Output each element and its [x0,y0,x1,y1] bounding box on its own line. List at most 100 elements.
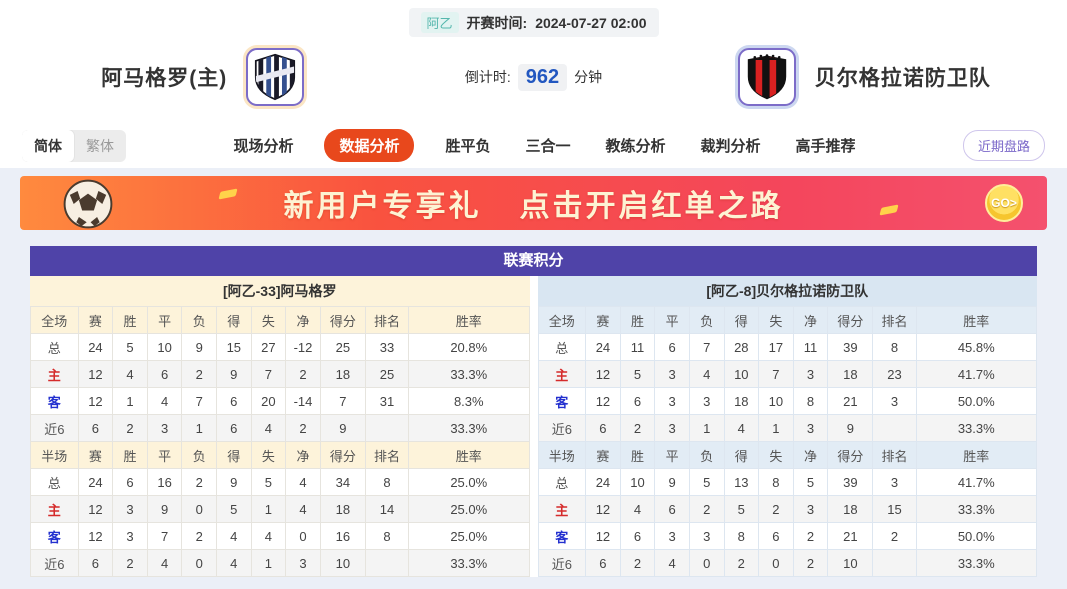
stat-cell: 4 [285,495,321,523]
stat-cell: 0 [181,495,217,523]
stat-cell: 12 [585,495,621,523]
stat-cell: 2 [723,549,760,577]
stat-cell: 6 [619,522,656,550]
stat-cell: 2 [112,414,148,442]
stat-cell: 8 [364,522,410,550]
nav-tab-现场分析[interactable]: 现场分析 [233,138,294,155]
stat-cell: 13 [723,468,760,496]
stat-cell: 3 [792,495,829,523]
column-header: 排名 [872,441,917,469]
stat-cell: 33.3% [408,414,530,442]
stat-cell: 2 [758,495,794,523]
nav-tab-数据分析[interactable]: 数据分析 [324,129,415,162]
row-label: 总 [537,333,587,361]
stat-cell: 39 [827,468,874,496]
stat-cell: 5 [723,495,760,523]
row-label: 近6 [537,549,587,577]
stat-cell: 45.8% [915,333,1038,361]
column-header: 全场 [30,306,79,334]
stat-cell: 4 [146,387,183,415]
stat-cell: 3 [112,495,148,523]
lang-simplified-button[interactable]: 简体 [22,129,74,162]
stat-cell: 8 [792,387,829,415]
stat-cell: 2 [872,522,917,550]
stat-cell: 20.8% [408,333,530,361]
column-header: 得 [723,306,760,334]
stat-cell: 50.0% [915,522,1038,550]
stat-cell: 9 [181,333,217,361]
stat-cell: 1 [758,414,794,442]
stat-cell: 15 [872,495,917,523]
column-header: 负 [181,441,217,469]
language-toggle: 简体 繁体 [22,129,126,162]
column-header: 平 [654,441,690,469]
stat-cell: 3 [688,522,725,550]
stat-row: 近6 6 2 3 1 6 4 2 9 33.3% [30,414,530,442]
recent-trend-button[interactable]: 近期盘路 [962,130,1045,161]
stat-cell: 6 [758,522,794,550]
stat-row: 总 24 6 16 2 9 5 4 34 8 25.0% [30,468,530,496]
stat-cell: 12 [585,387,621,415]
stat-cell: 6 [654,333,690,361]
stat-cell: 7 [146,522,183,550]
column-header: 胜 [112,306,148,334]
stat-cell: 6 [619,387,656,415]
stat-cell: 6 [585,414,621,442]
stat-row: 总 24 10 9 5 13 8 5 39 3 41.7% [537,468,1038,496]
league-points-card: 联赛积分 [阿乙-33]阿马格罗 全场赛胜平负得失净得分 排名 胜率总 24 5 10 9 1… [30,246,1038,577]
column-header: 负 [688,441,725,469]
stat-cell: 2 [792,522,829,550]
stat-cell: 16 [146,468,183,496]
column-header: 得分 [319,306,366,334]
stat-cell: 10 [758,387,794,415]
column-header: 净 [285,441,321,469]
column-header: 得分 [827,306,874,334]
stat-cell: 6 [112,468,148,496]
go-button[interactable]: GO> [985,184,1023,222]
nav-tab-裁判分析[interactable]: 裁判分析 [700,138,761,155]
stat-cell: 4 [654,549,690,577]
stat-cell: 0 [688,549,725,577]
nav-tab-三合一[interactable]: 三合一 [525,138,571,155]
stat-cell: 3 [146,414,183,442]
stat-cell: 33.3% [915,495,1038,523]
nav-tab-高手推荐[interactable]: 高手推荐 [795,138,856,155]
stat-cell: 15 [216,333,252,361]
column-header: 胜率 [915,441,1038,469]
stat-cell: 4 [146,549,183,577]
stat-cell: 4 [723,414,760,442]
row-label: 总 [30,468,79,496]
stat-row: 客 12 6 3 3 8 6 2 21 2 50.0% [537,522,1038,550]
stat-cell: 1 [250,495,287,523]
column-header: 失 [250,306,287,334]
nav-tab-教练分析[interactable]: 教练分析 [605,138,666,155]
row-label: 主 [30,360,79,388]
stat-cell [872,414,917,442]
nav-tab-胜平负[interactable]: 胜平负 [445,138,491,155]
stat-cell: 18 [319,360,366,388]
promo-banner[interactable]: 新用户专享礼 点击开启红单之路 GO> [20,176,1047,230]
stat-cell: 33.3% [408,360,530,388]
stat-row: 主 12 4 6 2 5 2 3 18 15 33.3% [537,495,1038,523]
stat-cell: 33.3% [915,414,1038,442]
stat-cell: 3 [654,360,690,388]
section-header-row: 全场赛胜平负得失净得分 排名 胜率 [30,306,530,334]
countdown: 倒计时: 962 分钟 [409,63,659,91]
stat-cell: 3 [285,549,321,577]
column-header: 净 [285,306,321,334]
stat-cell: 4 [619,495,656,523]
row-label: 近6 [30,414,79,442]
column-header: 赛 [77,441,114,469]
stat-row: 客 12 1 4 7 6 20 -14 7 31 8.3% [30,387,530,415]
stat-cell: 2 [619,414,656,442]
column-header: 失 [758,306,794,334]
stat-row: 总 24 5 10 9 15 27 -12 25 33 20.8% [30,333,530,361]
row-label: 客 [537,522,587,550]
lang-traditional-button[interactable]: 繁体 [86,137,114,154]
column-header: 失 [250,441,287,469]
column-header: 得 [216,306,252,334]
stat-cell: 7 [688,333,725,361]
stat-cell: 3 [654,414,690,442]
stat-cell: 10 [723,360,760,388]
row-label: 主 [30,495,79,523]
